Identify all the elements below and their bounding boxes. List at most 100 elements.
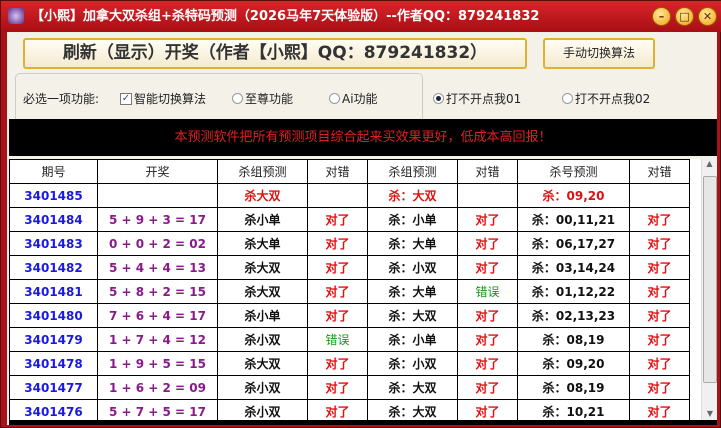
table-cell: 杀：08,19 [517, 327, 630, 352]
table-cell: 1 + 9 + 5 = 15 [97, 351, 218, 376]
table-cell: 3401477 [9, 375, 98, 400]
table-cell: 错误 [307, 327, 368, 352]
scroll-down-icon[interactable]: ▼ [706, 409, 714, 418]
table-row[interactable]: 3401478 1 + 9 + 5 = 15 杀大双 对了 杀：小双 对了 杀：09,20 对… [9, 351, 690, 376]
table-cell: 对了 [307, 231, 368, 256]
open1-label: 打不开点我01 [446, 92, 522, 106]
open1-radio[interactable]: 打不开点我01 [433, 90, 521, 107]
table-row[interactable]: 3401477 1 + 6 + 2 = 09 杀小双 对了 杀：大双 对了 杀：08,19 对… [9, 375, 690, 400]
options-label: 必选一项功能: [23, 92, 100, 106]
ai-radio[interactable]: Ai功能 [329, 90, 378, 107]
table-cell: 杀小单 [217, 303, 308, 328]
table-cell: 杀：10,21 [517, 399, 630, 420]
table-cell: 对了 [629, 303, 690, 328]
app-icon [8, 8, 24, 24]
table-cell: 对了 [629, 231, 690, 256]
table-cell: 7 + 6 + 4 = 17 [97, 303, 218, 328]
close-icon[interactable]: ✕ [698, 7, 717, 26]
open2-label: 打不开点我02 [575, 92, 651, 106]
table-cell: 对了 [307, 207, 368, 232]
checkbox-icon: ✓ [120, 92, 132, 105]
client-area: 刷新（显示）开奖（作者【小熙】QQ：879241832） 手动切换算法 必选一项… [7, 32, 717, 425]
table-cell [457, 183, 518, 208]
table-cell: 杀：大双 [367, 399, 458, 420]
radio-selected-icon [433, 93, 444, 104]
table-cell: 对了 [629, 375, 690, 400]
table-row[interactable]: 3401480 7 + 6 + 4 = 17 杀小单 对了 杀：大双 对了 杀：02,13,… [9, 303, 690, 328]
table-cell: 杀大双 [217, 351, 308, 376]
table-cell: 对了 [629, 351, 690, 376]
window-title: 【小熙】加拿大双杀组+杀特码预测（2026马年7天体验版）--作者QQ：8792… [31, 9, 540, 24]
table-cell: 对了 [457, 231, 518, 256]
prediction-table: 期号 开奖 杀组预测 对错 杀组预测 对错 杀号预测 对错 3401485 杀大双 杀：大双 杀：0… [9, 159, 717, 420]
column-header: 杀组预测 [217, 159, 308, 184]
smart-switch-checkbox[interactable]: ✓ 智能切换算法 [120, 90, 206, 107]
table-cell: 5 + 9 + 3 = 17 [97, 207, 218, 232]
smart-label: 智能切换算法 [134, 92, 207, 106]
table-cell: 杀：小单 [367, 207, 458, 232]
table-cell: 杀：09,20 [517, 351, 630, 376]
table-cell: 3401476 [9, 399, 98, 420]
table-row[interactable]: 3401476 5 + 7 + 5 = 17 杀小双 对了 杀：大双 对了 杀：10,21 对… [9, 399, 690, 420]
table-cell: 3401482 [9, 255, 98, 280]
table-cell: 杀小双 [217, 327, 308, 352]
table-cell: 杀：00,11,21 [517, 207, 630, 232]
table-cell: 杀小单 [217, 207, 308, 232]
title-bar: 【小熙】加拿大双杀组+杀特码预测（2026马年7天体验版）--作者QQ：8792… [1, 1, 721, 32]
table-cell: 对了 [307, 399, 368, 420]
table-cell: 对了 [629, 255, 690, 280]
table-cell: 5 + 7 + 5 = 17 [97, 399, 218, 420]
table-cell: 杀：06,17,27 [517, 231, 630, 256]
radio-icon [232, 93, 243, 104]
supreme-radio[interactable]: 至尊功能 [232, 90, 293, 107]
table-cell [307, 183, 368, 208]
table-cell: 对了 [457, 255, 518, 280]
table-cell: 对了 [307, 375, 368, 400]
table-cell: 错误 [457, 279, 518, 304]
table-cell: 杀大双 [217, 279, 308, 304]
table-row[interactable]: 3401485 杀大双 杀：大双 杀：09,20 [9, 183, 690, 208]
minimize-icon[interactable]: – [652, 7, 671, 26]
table-cell: 3401484 [9, 207, 98, 232]
maximize-icon[interactable]: □ [675, 7, 694, 26]
radio-icon [329, 93, 340, 104]
column-header: 对错 [307, 159, 368, 184]
table-cell: 杀：大双 [367, 375, 458, 400]
table-cell: 杀：小双 [367, 351, 458, 376]
table-cell: 杀：03,14,24 [517, 255, 630, 280]
table-cell: 杀小双 [217, 399, 308, 420]
table-cell: 杀：小双 [367, 255, 458, 280]
table-cell: 杀小双 [217, 375, 308, 400]
table-cell: 杀大双 [217, 255, 308, 280]
switch-algorithm-button[interactable]: 手动切换算法 [543, 38, 655, 69]
table-cell: 3401483 [9, 231, 98, 256]
table-cell: 杀：02,13,23 [517, 303, 630, 328]
table-cell: 对了 [629, 279, 690, 304]
vertical-scrollbar[interactable]: ▲ ▼ [701, 159, 717, 420]
table-row[interactable]: 3401479 1 + 7 + 4 = 12 杀小双 错误 杀：小单 对了 杀：08,19 对… [9, 327, 690, 352]
table-cell: 杀：大单 [367, 231, 458, 256]
table-row[interactable]: 3401483 0 + 0 + 2 = 02 杀大单 对了 杀：大单 对了 杀：06,17,… [9, 231, 690, 256]
table-cell: 杀：小单 [367, 327, 458, 352]
scroll-thumb[interactable] [703, 176, 717, 383]
table-row[interactable]: 3401484 5 + 9 + 3 = 17 杀小单 对了 杀：小单 对了 杀：00,11,… [9, 207, 690, 232]
table-cell: 对了 [629, 399, 690, 420]
table-cell: 对了 [457, 351, 518, 376]
table-row[interactable]: 3401481 5 + 8 + 2 = 15 杀大双 对了 杀：大单 错误 杀：01,12,… [9, 279, 690, 304]
column-header: 杀号预测 [517, 159, 630, 184]
refresh-button[interactable]: 刷新（显示）开奖（作者【小熙】QQ：879241832） [23, 38, 527, 69]
table-cell: 3401478 [9, 351, 98, 376]
table-cell: 对了 [307, 255, 368, 280]
table-cell: 杀：01,12,22 [517, 279, 630, 304]
column-header: 期号 [9, 159, 98, 184]
table-row[interactable]: 3401482 5 + 4 + 4 = 13 杀大双 对了 杀：小双 对了 杀：03,14,… [9, 255, 690, 280]
table-cell [629, 183, 690, 208]
scroll-up-icon[interactable]: ▲ [706, 159, 713, 168]
table-cell: 杀：08,19 [517, 375, 630, 400]
table-cell: 5 + 4 + 4 = 13 [97, 255, 218, 280]
open2-radio[interactable]: 打不开点我02 [562, 90, 650, 107]
table-cell: 0 + 0 + 2 = 02 [97, 231, 218, 256]
table-cell: 杀：大双 [367, 183, 458, 208]
table-cell: 杀：大单 [367, 279, 458, 304]
